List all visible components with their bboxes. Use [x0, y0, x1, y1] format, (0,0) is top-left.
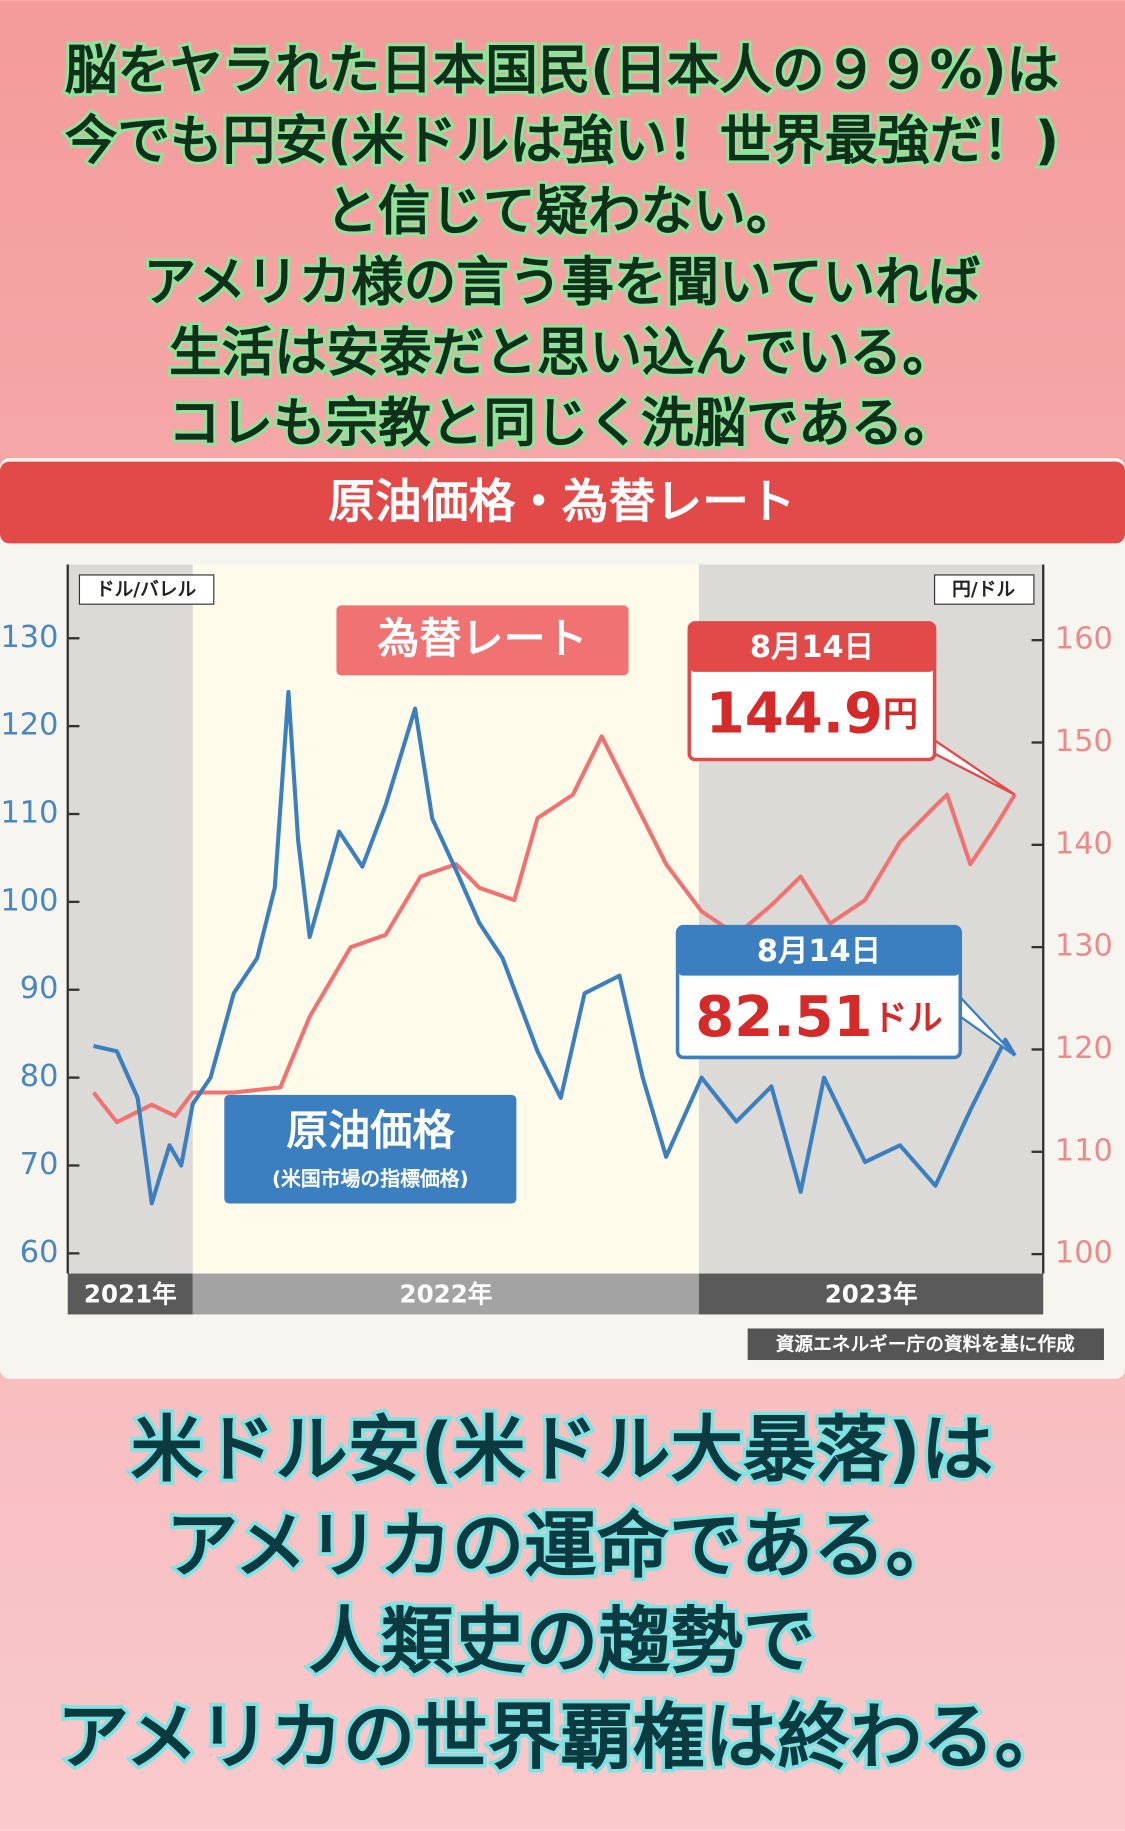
source-box: [747, 1328, 1104, 1361]
year-strip: [192, 1273, 700, 1315]
y2-tick-label: 160: [1055, 622, 1113, 657]
source: 資源エネルギー庁の資料を基に作成: [776, 1333, 1075, 1355]
callout-value-text: 144.9円: [706, 681, 918, 746]
y-tick-label: 80: [20, 1059, 59, 1094]
y2-tick-label: 140: [1055, 826, 1113, 861]
footer-line: アメリカの世界覇権は終わる。: [57, 1696, 1067, 1780]
y2-tick-label: 150: [1055, 724, 1113, 759]
callout-unit: 円: [883, 694, 918, 735]
year-label: 2023年: [825, 1280, 918, 1309]
callout-value-text: 82.51ドル: [695, 985, 942, 1050]
series-label: 為替レート: [377, 614, 587, 663]
y-tick-label: 60: [20, 1235, 59, 1270]
series-label: 原油価格: [286, 1106, 455, 1155]
plot: 2021年 2022年 2023年 60 70 80 90 100 110 120 130 100 11…: [0, 564, 1113, 1361]
y-unit: ドル/バレル: [96, 580, 197, 601]
year-strip: [699, 1273, 1044, 1315]
callout-head: [689, 622, 935, 672]
header-line: コレも宗教と同じく洗脳である。: [168, 393, 956, 454]
year-label: 2021年: [84, 1280, 177, 1309]
y-tick-label: 130: [0, 620, 58, 655]
series-note: (米国市場の指標価格): [272, 1168, 469, 1191]
header-line: と信じて疑わない。: [325, 181, 798, 242]
year-strip: [67, 1273, 193, 1315]
y-tick-label: 90: [20, 971, 59, 1006]
footer-line: 人類史の趨勢で: [308, 1600, 815, 1684]
callout-date: 8月14日: [757, 934, 881, 969]
y2-tick-label: 130: [1055, 929, 1113, 964]
y2-tick-label: 100: [1055, 1236, 1113, 1271]
callout-value: 82.51: [695, 985, 872, 1050]
series-label-box: [336, 605, 629, 676]
callout-unit: ドル: [873, 998, 943, 1039]
year-label: 2022年: [400, 1280, 493, 1309]
footer-line: 米ドル安(米ドル大暴落)は: [131, 1408, 994, 1492]
header-line: 今でも円安(米ドルは強い！世界最強だ！): [65, 110, 1059, 171]
y2-unit: 円/ドル: [952, 580, 1015, 601]
callout-date: 8月14日: [750, 630, 874, 665]
y-unit-box: [78, 574, 215, 605]
year-shade: [67, 564, 193, 1274]
series-line: [91, 734, 1017, 1125]
footer: 米ドル安(米ドル大暴落)はアメリカの運命である。人類史の趨勢でアメリカの世界覇権…: [53, 1405, 1070, 1783]
header-line: アメリカ様の言う事を聞いていれば: [144, 252, 981, 313]
chart-title: 原油価格・為替レート: [328, 475, 795, 529]
callout-value: 144.9: [706, 681, 883, 746]
y-tick-label: 70: [20, 1147, 59, 1182]
y2-tick-label: 110: [1055, 1133, 1113, 1168]
y-tick-label: 120: [0, 708, 58, 743]
y2-unit-box: [933, 574, 1035, 605]
header-line: 脳をヤラれた日本国民(日本人の９９%)は: [65, 40, 1059, 101]
title-bar: [0, 461, 1125, 544]
y-tick-label: 110: [0, 795, 58, 830]
header-line: 生活は安泰だと思い込んでいる。: [169, 323, 955, 384]
callout-head: [677, 926, 961, 976]
y2-tick-label: 120: [1055, 1031, 1113, 1066]
series-label-box: [224, 1094, 517, 1204]
header: 脳をヤラれた日本国民(日本人の９９%)は今でも円安(米ドルは強い！世界最強だ！)…: [62, 37, 1062, 457]
series-line: [93, 689, 1017, 1206]
y-tick-label: 100: [0, 883, 58, 918]
footer-line: アメリカの運命である。: [166, 1504, 958, 1588]
